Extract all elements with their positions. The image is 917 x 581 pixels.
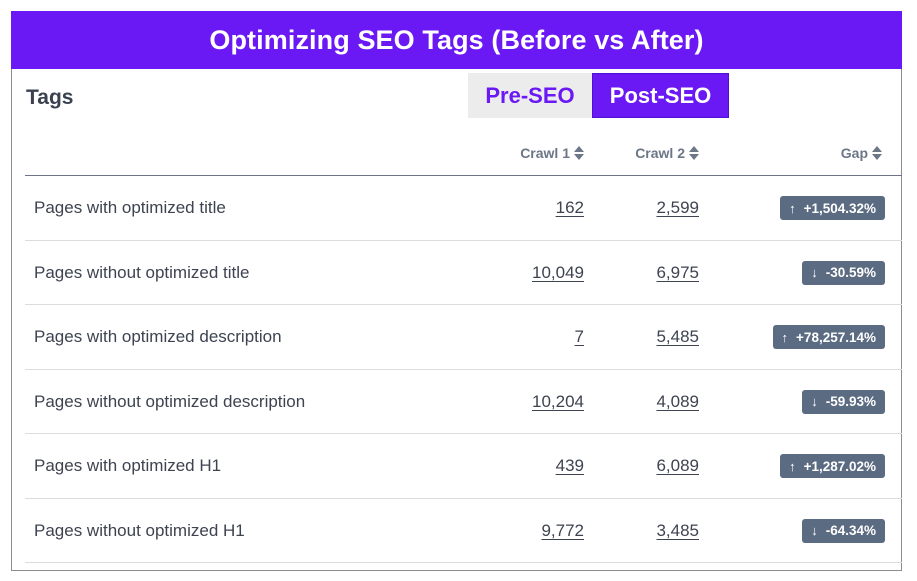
post-seo-button[interactable]: Post-SEO (592, 73, 729, 118)
gap-value: +78,257.14% (796, 329, 876, 345)
crawl1-value-link[interactable]: 439 (555, 456, 584, 475)
card-title: Tags (26, 86, 74, 109)
tags-table: Crawl 1 Crawl 2 Gap Pages with optimized… (25, 133, 902, 563)
gap-value: -30.59% (825, 265, 876, 280)
gap-badge: ↓ -30.59% (802, 260, 885, 285)
column-header-crawl2-label: Crawl 2 (635, 145, 685, 161)
sort-icon (872, 146, 882, 160)
crawl2-value-link[interactable]: 6,089 (656, 456, 699, 475)
row-label: Pages without optimized title (34, 262, 250, 282)
column-header-crawl1[interactable]: Crawl 1 (520, 145, 584, 161)
row-label: Pages with optimized H1 (34, 456, 222, 475)
gap-badge: ↓ -59.93% (802, 389, 885, 414)
tags-card: Tags Pre-SEO Post-SEO Crawl 1 Crawl 2 Ga… (11, 69, 902, 571)
crawl2-value-link[interactable]: 4,089 (656, 391, 699, 411)
crawl2-value-link[interactable]: 5,485 (656, 327, 699, 346)
row-label: Pages without optimized description (34, 391, 306, 411)
crawl1-value-link[interactable]: 10,204 (532, 391, 584, 411)
row-label: Pages with optimized description (34, 327, 282, 346)
column-header-gap-label: Gap (840, 145, 868, 161)
gap-badge: ↓ -64.34% (802, 518, 885, 543)
gap-badge: ↑ +1,287.02% (780, 454, 885, 478)
row-label: Pages without optimized H1 (34, 520, 245, 540)
sort-icon (574, 146, 584, 160)
crawl2-value-link[interactable]: 2,599 (656, 198, 699, 217)
seo-toggle: Pre-SEO Post-SEO (468, 73, 729, 118)
row-label: Pages with optimized title (34, 198, 226, 217)
arrow-up-icon: ↑ (781, 329, 789, 345)
gap-value: -64.34% (825, 523, 876, 538)
banner-title: Optimizing SEO Tags (Before vs After) (209, 24, 704, 55)
crawl2-value-link[interactable]: 6,975 (656, 262, 699, 282)
gap-badge: ↑ +78,257.14% (772, 325, 885, 349)
crawl1-value-link[interactable]: 10,049 (532, 262, 584, 282)
gap-badge: ↑ +1,504.32% (780, 196, 885, 220)
table-row: Pages without optimized title 10,049 6,9… (25, 241, 902, 305)
gap-value: +1,504.32% (803, 200, 876, 216)
column-header-crawl2[interactable]: Crawl 2 (635, 145, 699, 161)
crawl1-value-link[interactable]: 9,772 (541, 520, 584, 540)
table-row: Pages with optimized H1 439 6,089 ↑ +1,2… (25, 434, 902, 499)
arrow-down-icon: ↓ (811, 265, 818, 280)
sort-icon (689, 146, 699, 160)
column-header-gap[interactable]: Gap (841, 145, 882, 161)
table-row: Pages with optimized title 162 2,599 ↑ +… (25, 176, 902, 241)
arrow-up-icon: ↑ (789, 200, 796, 216)
table-header: Crawl 1 Crawl 2 Gap (25, 133, 902, 176)
crawl2-value-link[interactable]: 3,485 (656, 520, 699, 540)
arrow-down-icon: ↓ (811, 523, 818, 538)
gap-value: -59.93% (825, 394, 876, 409)
crawl1-value-link[interactable]: 7 (574, 327, 584, 346)
pre-seo-button[interactable]: Pre-SEO (468, 73, 592, 118)
table-row: Pages without optimized H1 9,772 3,485 ↓… (25, 499, 902, 563)
crawl1-value-link[interactable]: 162 (555, 198, 584, 217)
page-banner: Optimizing SEO Tags (Before vs After) (11, 11, 902, 69)
arrow-down-icon: ↓ (811, 394, 818, 409)
column-header-crawl1-label: Crawl 1 (520, 145, 570, 161)
gap-value: +1,287.02% (803, 458, 876, 474)
table-row: Pages without optimized description 10,2… (25, 370, 902, 434)
table-row: Pages with optimized description 7 5,485… (25, 305, 902, 370)
arrow-up-icon: ↑ (789, 458, 796, 474)
